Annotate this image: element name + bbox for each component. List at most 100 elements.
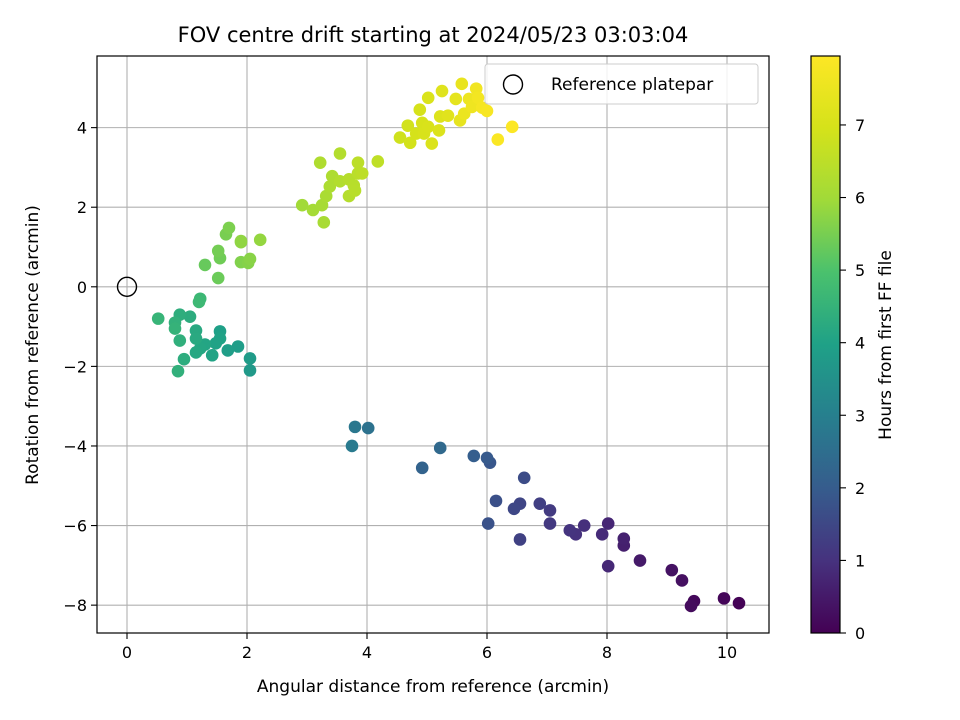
- colorbar-gradient: [810, 55, 841, 634]
- scatter-point: [211, 244, 225, 258]
- scatter-point: [507, 502, 521, 516]
- scatter-point: [533, 497, 547, 510]
- scatter-point: [433, 441, 447, 455]
- scatter-point: [221, 344, 235, 357]
- data-points: [151, 77, 746, 613]
- scatter-point: [425, 137, 439, 150]
- colorbar: 0 1 2 3 4 5 6 7 Hours from first FF file: [810, 55, 896, 643]
- scatter-point: [577, 519, 591, 532]
- scatter-point: [222, 221, 236, 235]
- x-axis-ticks: 0 2 4 6 8 10: [122, 633, 737, 662]
- scatter-point: [480, 451, 494, 465]
- y-axis-label: Rotation from reference (arcmin): [23, 205, 43, 485]
- scatter-point: [467, 449, 481, 463]
- scatter-point: [449, 92, 463, 106]
- scatter-point: [441, 109, 455, 122]
- reference-marker-group: [116, 276, 138, 297]
- colorbar-tick-label: 7: [855, 116, 865, 135]
- scatter-point: [348, 420, 362, 434]
- colorbar-label: Hours from first FF file: [876, 250, 896, 440]
- scatter-point: [432, 124, 446, 137]
- scatter-point: [234, 234, 248, 248]
- x-tick-label: 6: [482, 643, 492, 662]
- x-axis-label: Angular distance from reference (arcmin): [257, 677, 609, 697]
- scatter-point: [480, 104, 494, 118]
- chart-title: FOV centre drift starting at 2024/05/23 …: [178, 23, 689, 47]
- scatter-point: [361, 421, 375, 435]
- colorbar-tick-label: 4: [855, 334, 865, 353]
- scatter-point: [471, 91, 485, 105]
- scatter-point: [319, 189, 333, 203]
- y-tick-label: −2: [63, 357, 87, 376]
- x-tick-label: 0: [122, 643, 132, 662]
- x-tick-label: 8: [602, 643, 612, 662]
- x-tick-label: 10: [717, 643, 737, 662]
- colorbar-tick-label: 6: [855, 189, 865, 208]
- scatter-point: [177, 352, 191, 366]
- scatter-point: [601, 517, 615, 530]
- scatter-point: [168, 322, 182, 335]
- scatter-point: [415, 461, 429, 475]
- scatter-point: [543, 517, 557, 530]
- scatter-point: [333, 147, 347, 160]
- colorbar-tick-label: 3: [855, 406, 865, 425]
- scatter-point: [345, 439, 359, 453]
- y-axis-ticks: −8 −6 −4 −2 0 2 4: [63, 119, 97, 615]
- scatter-point: [563, 524, 577, 537]
- scatter-point: [313, 156, 327, 169]
- scatter-point: [617, 532, 631, 545]
- y-tick-label: 4: [77, 119, 87, 138]
- scatter-point: [684, 599, 698, 613]
- x-tick-label: 4: [362, 643, 372, 662]
- scatter-point: [243, 364, 257, 377]
- scatter-point: [601, 559, 615, 573]
- scatter-point: [413, 103, 427, 117]
- scatter-point: [192, 295, 206, 309]
- scatter-point: [205, 348, 219, 362]
- scatter-point: [543, 504, 557, 517]
- scatter-point: [465, 100, 479, 114]
- y-tick-label: −8: [63, 596, 87, 615]
- scatter-point: [421, 91, 435, 105]
- y-tick-label: 0: [77, 278, 87, 297]
- scatter-point: [633, 554, 647, 567]
- scatter-point: [243, 352, 257, 365]
- scatter-point: [517, 471, 531, 485]
- scatter-point: [455, 77, 469, 91]
- legend: Reference platepar: [484, 63, 759, 105]
- scatter-point: [513, 533, 527, 546]
- scatter-point: [173, 334, 187, 347]
- scatter-point: [189, 346, 203, 359]
- legend-box: [484, 63, 759, 105]
- x-tick-label: 2: [242, 643, 252, 662]
- scatter-point: [323, 180, 337, 193]
- scatter-point: [355, 167, 369, 180]
- scatter-point: [481, 517, 495, 530]
- y-tick-label: −6: [63, 517, 87, 536]
- colorbar-ticks: 0 1 2 3 4 5 6 7: [840, 116, 865, 643]
- scatter-point: [665, 563, 679, 577]
- scatter-point: [371, 155, 385, 168]
- scatter-point: [171, 364, 185, 378]
- reference-point-marker: [116, 276, 138, 297]
- scatter-point: [198, 258, 212, 272]
- scatter-point: [435, 84, 449, 98]
- legend-marker-open-circle-icon: [502, 74, 524, 95]
- scatter-point: [717, 592, 731, 605]
- scatter-point: [675, 574, 689, 587]
- colorbar-tick-label: 0: [855, 624, 865, 643]
- scatter-point: [295, 198, 309, 212]
- plot-frame: [96, 55, 770, 634]
- scatter-point: [348, 184, 362, 197]
- legend-label: Reference platepar: [551, 75, 713, 95]
- scatter-point: [393, 131, 407, 144]
- scatter-point: [403, 136, 417, 150]
- colorbar-tick-label: 2: [855, 479, 865, 498]
- scatter-point: [595, 528, 609, 541]
- scatter-point: [253, 233, 267, 247]
- scatter-point: [351, 156, 365, 169]
- scatter-point: [189, 332, 203, 345]
- colorbar-tick-label: 1: [855, 551, 865, 570]
- colorbar-tick-label: 5: [855, 261, 865, 280]
